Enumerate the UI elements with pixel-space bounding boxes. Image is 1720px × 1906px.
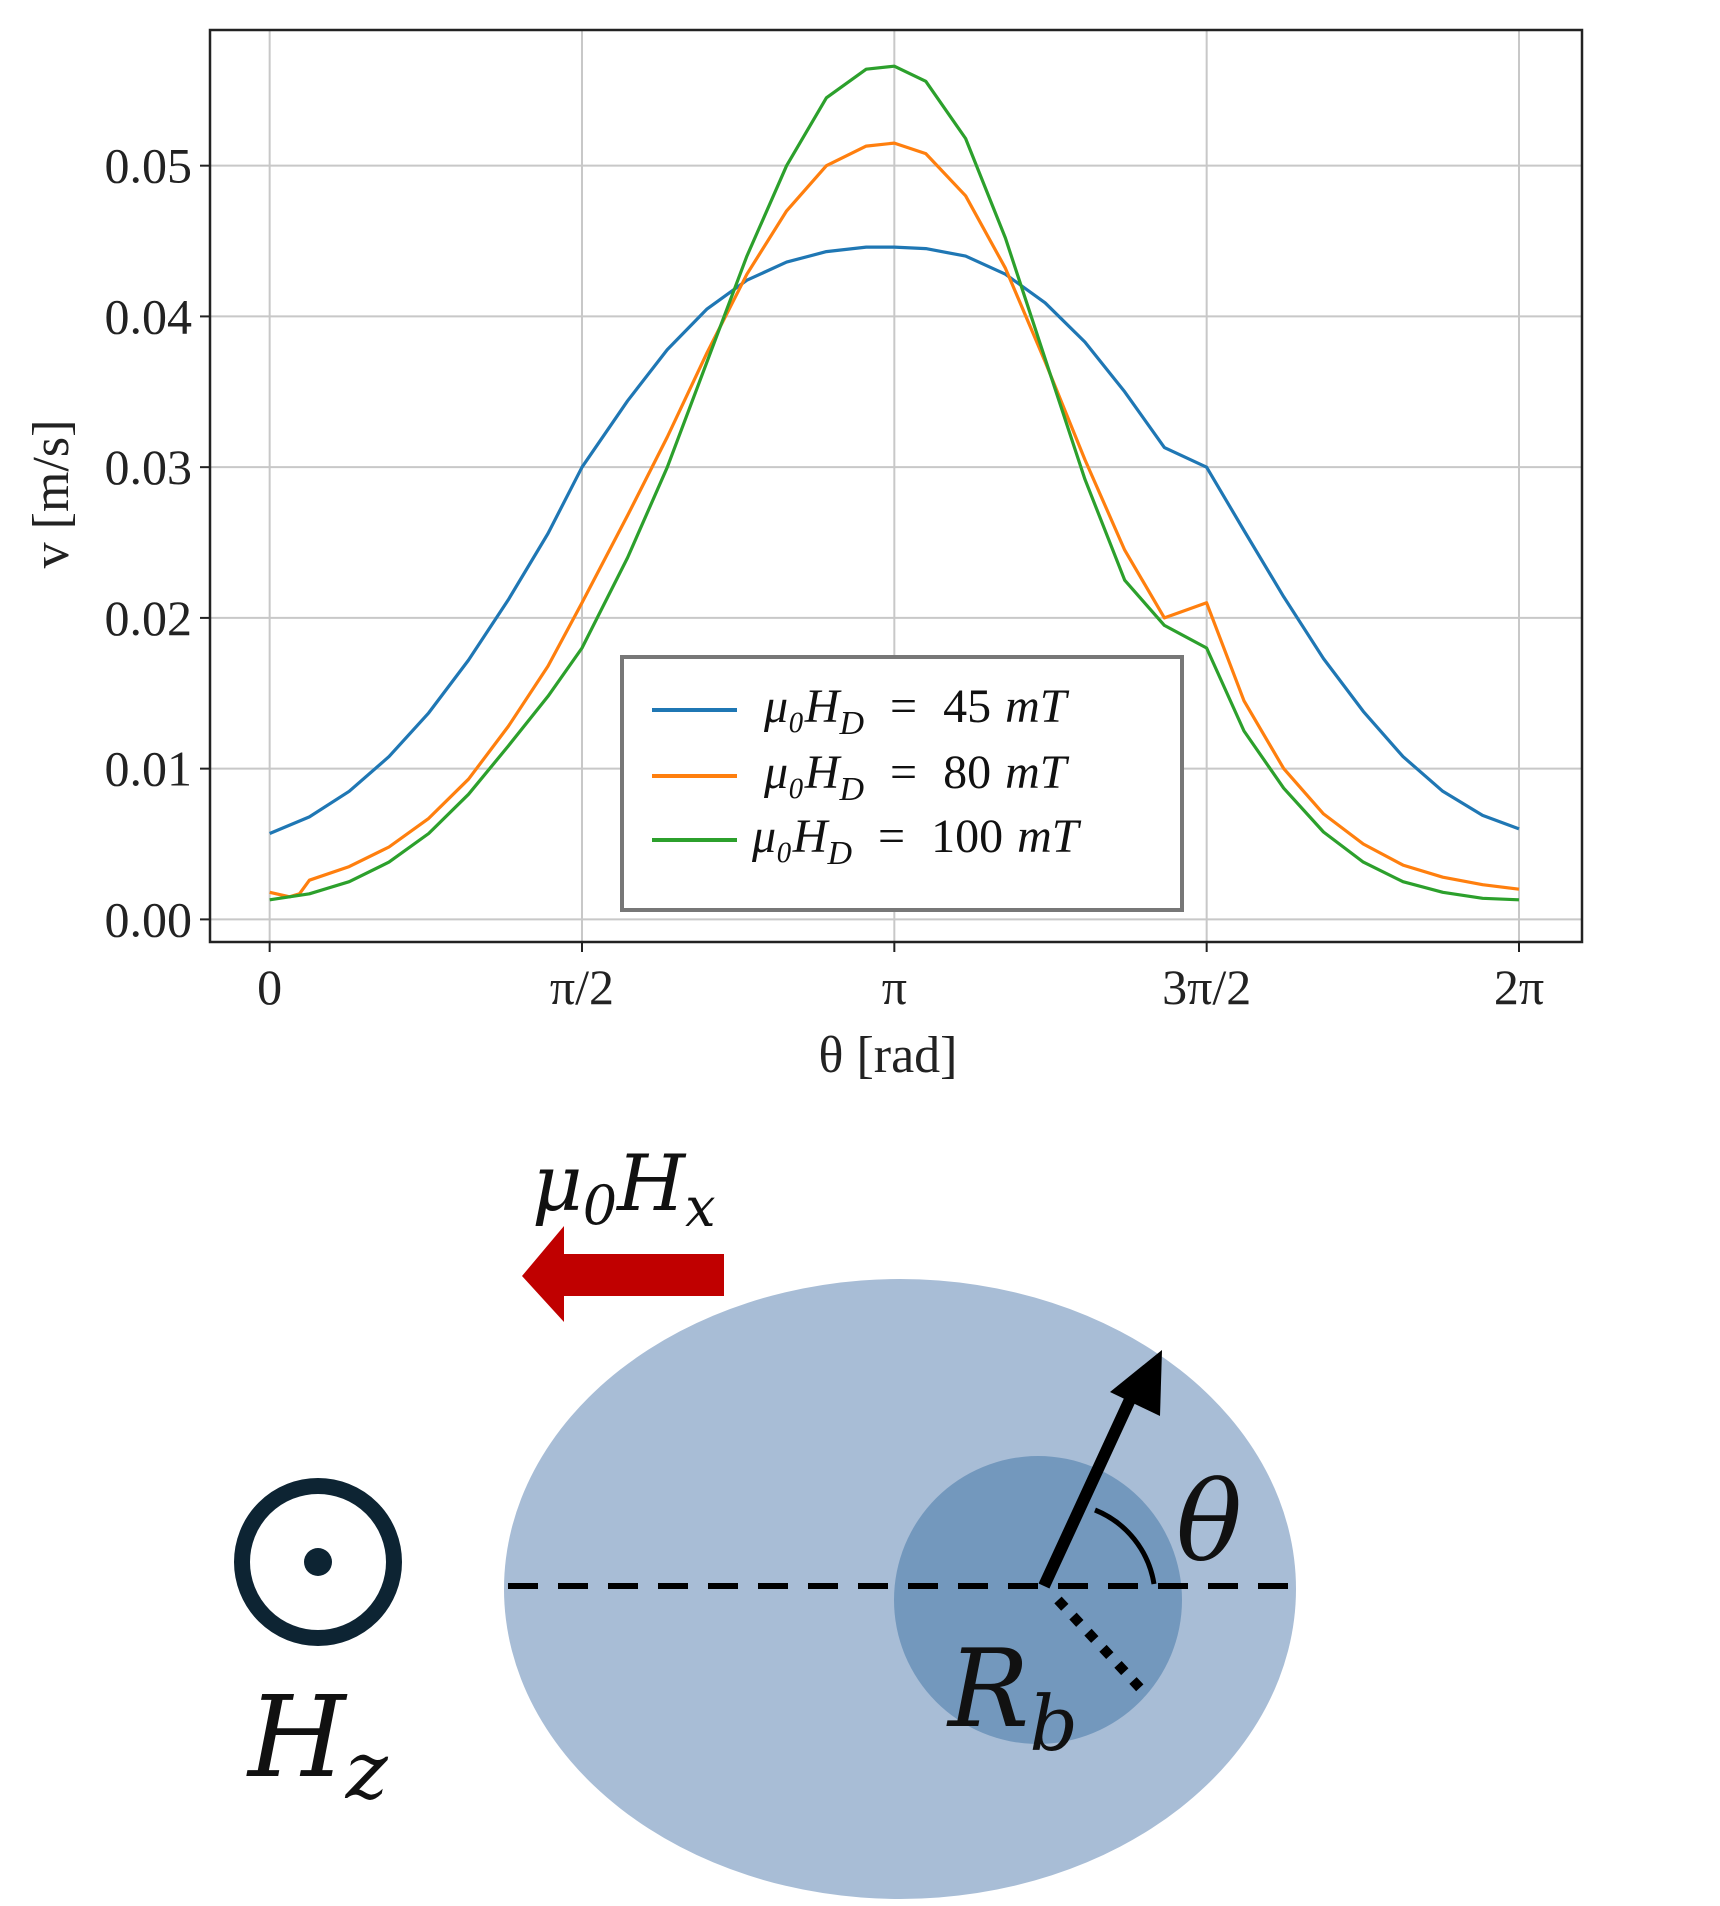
y-tick-label: 0.05 — [105, 138, 193, 194]
angle-label: θ — [1176, 1458, 1242, 1586]
y-tick-label: 0.00 — [105, 891, 193, 947]
x-tick-label: 0 — [257, 959, 282, 1015]
x-tick-label: π/2 — [550, 959, 614, 1015]
legend-box — [620, 655, 1184, 912]
inner-bubble — [894, 1456, 1182, 1744]
y-tick-label: 0.02 — [105, 590, 193, 646]
x-tick-label: 2π — [1494, 959, 1544, 1015]
series-line-3 — [269, 64, 1520, 902]
angle-arc — [1094, 1507, 1157, 1585]
x-axis-label: θ [rad] — [819, 1027, 958, 1084]
x-tick-labels: 0 π/2 π 3π/2 2π — [257, 942, 1544, 1015]
field-x-arrow — [522, 1226, 724, 1322]
grid-lines — [210, 30, 1582, 942]
y-tick-label: 0.01 — [105, 741, 193, 797]
y-tick-labels: 0.00 0.01 0.02 0.03 0.04 0.05 — [105, 138, 210, 947]
y-tick-label: 0.03 — [105, 439, 193, 495]
legend-label-2: μ₀HD = 80 mT — [763, 746, 1070, 808]
skyrmion-diagram: μ0Hx θ Rb Hz — [234, 1139, 1300, 1899]
y-tick-label: 0.04 — [105, 288, 193, 344]
x-tick-label: π — [882, 959, 907, 1015]
velocity-vs-angle-chart: 0 π/2 π 3π/2 2π 0.00 0.01 0.02 0.03 0.04 0.05 θ [… — [23, 28, 1584, 1084]
out-of-plane-symbol-ring — [234, 1478, 402, 1646]
plot-frame — [208, 28, 1584, 944]
x-tick-label: 3π/2 — [1162, 959, 1251, 1015]
field-x-label: μ0Hx — [532, 1139, 716, 1239]
direction-arrow — [1038, 1377, 1145, 1589]
legend-label-3: μ₀HD = 100 mT — [751, 810, 1082, 872]
series-line-1 — [269, 245, 1520, 835]
y-axis-label: v [m/s] — [23, 420, 80, 569]
legend-label-1: μ₀HD = 45 mT — [763, 680, 1070, 742]
direction-arrowhead — [1110, 1350, 1162, 1416]
series-line-2 — [269, 141, 1520, 899]
field-z-label: Hz — [246, 1673, 389, 1817]
series-lines — [269, 64, 1520, 902]
out-of-plane-symbol-dot — [304, 1548, 332, 1576]
radius-label: Rb — [946, 1627, 1078, 1768]
